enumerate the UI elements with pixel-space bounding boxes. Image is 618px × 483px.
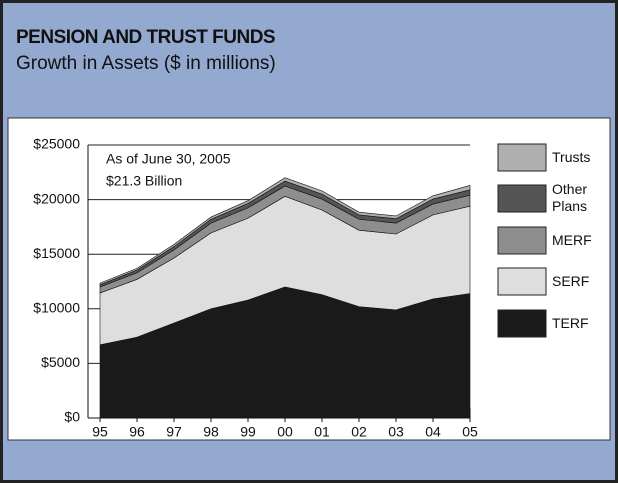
legend-label: Trusts [552,149,591,165]
legend-swatch [497,267,547,296]
x-tick-label: 00 [277,424,293,440]
legend-swatch [497,184,547,213]
y-tick-label: $15000 [33,245,80,261]
chart-subtitle: Growth in Assets ($ in millions) [16,53,276,74]
x-tick-label: 02 [351,424,367,440]
x-tick-label: 05 [462,424,478,440]
x-tick-label: 03 [388,424,404,440]
y-tick-label: $10000 [33,300,80,316]
annotation: As of June 30, 2005 [106,151,231,167]
chart-title: PENSION AND TRUST FUNDS [16,27,275,48]
legend-swatch [497,226,547,255]
x-tick-label: 04 [425,424,441,440]
y-tick-label: $5000 [41,354,80,370]
legend-label: SERF [552,273,590,289]
area [99,177,471,286]
x-tick-label: 01 [314,424,330,440]
x-tick-label: 99 [240,424,256,440]
x-tick-label: 98 [203,424,219,440]
annotation: $21.3 Billion [106,173,182,189]
legend-swatch [497,143,547,172]
y-tick-label: $0 [64,409,80,425]
x-tick-label: 96 [129,424,145,440]
plot: $0 $5000 $10000 $15000 $20000 $25000 95 96 97 98 9… [33,136,547,440]
legend-label: TERF [552,315,589,331]
y-tick-label: $20000 [33,190,80,206]
y-tick-label: $25000 [33,136,80,152]
legend-label: Other Plans [552,181,588,214]
legend-label: MERF [552,232,592,248]
x-tick-label: 95 [92,424,108,440]
x-tick-label: 97 [166,424,182,440]
legend-swatch [497,309,547,338]
